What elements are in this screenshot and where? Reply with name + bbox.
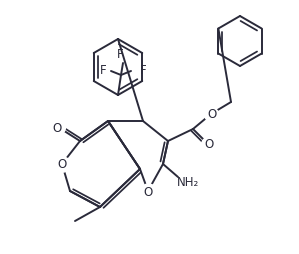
Text: O: O [52,121,62,134]
Text: F: F [117,47,123,60]
Text: O: O [57,158,67,171]
Text: O: O [208,108,216,121]
Text: O: O [144,185,152,198]
Text: NH₂: NH₂ [177,176,199,189]
Text: F: F [100,63,106,76]
Text: O: O [205,138,213,151]
Text: F: F [140,63,146,76]
